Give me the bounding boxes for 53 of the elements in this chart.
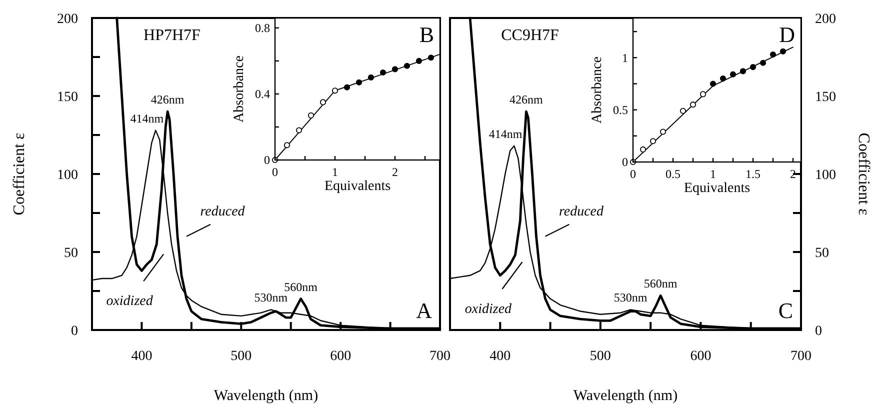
y-tick-label: 200: [57, 12, 78, 27]
x-axis-title: Equivalents: [684, 181, 750, 196]
y-axis-title: Coefficient ε: [11, 132, 28, 216]
x-tick-label: 500: [230, 349, 252, 364]
y-tick-label: 150: [815, 90, 836, 105]
y-tick-label: 50: [815, 246, 829, 261]
y-axis-title: Absorbance: [590, 56, 605, 124]
y-tick-label: 0: [622, 155, 628, 170]
x-tick-label: 1.5: [746, 167, 760, 181]
x-tick-label: 0.5: [666, 167, 680, 181]
x-tick-label: 400: [490, 349, 511, 364]
annotation: 414nm: [130, 111, 164, 126]
y-tick-label: 100: [57, 168, 78, 183]
y-tick-label: 0: [71, 324, 78, 339]
legend-label: oxidized: [464, 302, 513, 317]
x-tick-label: 700: [790, 349, 812, 364]
annotation: 426nm: [150, 92, 185, 107]
y-tick-label: 50: [64, 246, 78, 261]
annotation: A: [416, 298, 432, 323]
y-axis-title: Coefficient ε: [855, 132, 872, 216]
y-tick-label: 200: [815, 12, 836, 27]
x-axis-title: Wavelength (nm): [214, 388, 318, 404]
legend-label: oxidized: [106, 294, 154, 310]
text: HP7H7F: [144, 27, 201, 44]
y-tick-label: 1: [622, 50, 628, 65]
series-label: reduced: [558, 204, 605, 220]
x-tick-label: 600: [690, 349, 712, 364]
y-tick-label: 0.5: [613, 103, 628, 118]
x-tick-label: 600: [330, 349, 352, 364]
x-tick-label: 400: [131, 349, 152, 364]
series-label: reduced: [200, 204, 246, 220]
y-tick-label: 0: [264, 153, 270, 168]
annotation: B: [419, 22, 434, 47]
x-tick-label: 2: [392, 165, 398, 179]
x-tick-label: 500: [590, 349, 611, 364]
y-tick-label: 0.4: [255, 87, 270, 102]
annotation: 530nm: [614, 290, 648, 305]
text: CC9H7F: [501, 27, 559, 44]
annotation: 414nm: [488, 126, 523, 141]
annotation: 426nm: [510, 92, 544, 107]
x-axis-title: Wavelength (nm): [573, 388, 678, 404]
annotation: C: [778, 298, 793, 323]
y-tick-label: 150: [57, 90, 78, 105]
x-tick-label: 700: [430, 349, 450, 364]
annotation: 560nm: [644, 276, 678, 291]
y-tick-label: 0.8: [255, 21, 270, 36]
y-tick-label: 100: [815, 168, 836, 183]
x-axis-title: Equivalents: [324, 179, 391, 194]
annotation: D: [779, 22, 795, 47]
x-tick-label: 1: [332, 165, 338, 179]
y-tick-label: 0: [815, 324, 822, 339]
y-axis-title: Absorbance: [232, 56, 247, 122]
x-tick-label: 1: [710, 167, 716, 181]
